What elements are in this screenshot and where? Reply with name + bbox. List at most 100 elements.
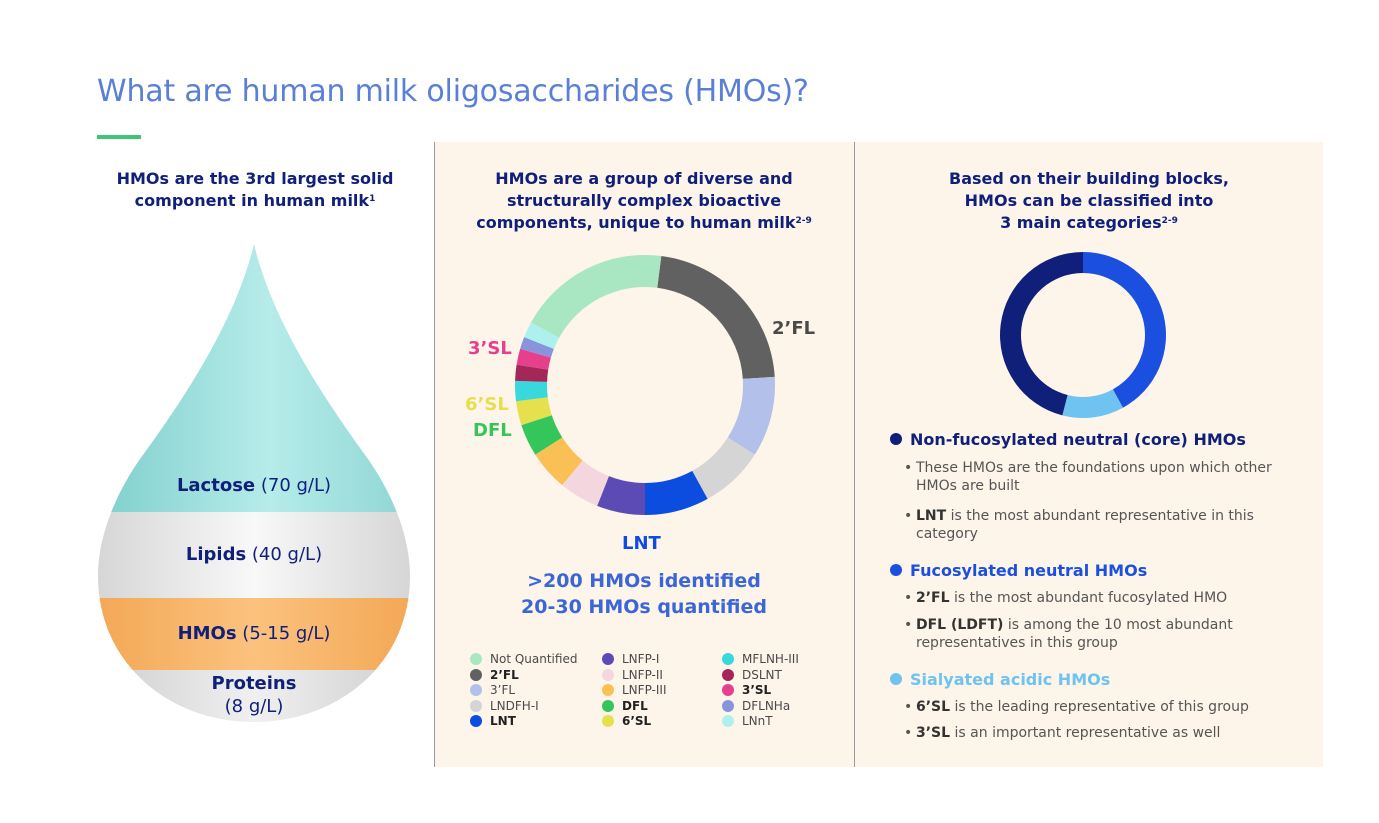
legend-dot-icon bbox=[470, 684, 482, 696]
lactose-layer bbox=[98, 244, 410, 512]
hmos-amount: (5-15 g/L) bbox=[242, 623, 331, 644]
category-title: Non-fucosylated neutral (core) HMOs bbox=[910, 430, 1246, 449]
center-heading-line2: structurally complex bioactive bbox=[506, 191, 782, 210]
proteins-name: Proteins bbox=[211, 673, 297, 694]
legend-dot-icon bbox=[722, 684, 734, 696]
lipids-amount: (40 g/L) bbox=[251, 544, 323, 565]
proteins-label: Proteins (8 g/L) bbox=[98, 672, 410, 718]
category-slice-non-fucosylated-neutral-core-hmos bbox=[1000, 252, 1083, 416]
left-heading-line1: HMOs are the 3rd largest solid bbox=[116, 169, 394, 188]
bullet-6sl: 6’SL is the leading representative of th… bbox=[904, 698, 1286, 716]
slice-label-6sl: 6’SL bbox=[465, 394, 509, 415]
legend-dot-icon bbox=[722, 715, 734, 727]
legend-label: 3’SL bbox=[742, 683, 772, 697]
donut-slice-lndfh-i bbox=[692, 437, 755, 499]
center-heading-sup: 2-9 bbox=[795, 216, 812, 226]
legend-dot-icon bbox=[602, 668, 614, 681]
donut-slice-lnnt bbox=[524, 322, 560, 349]
legend-item-lnt: LNT bbox=[470, 714, 516, 728]
center-heading-line3: components, unique to human milk bbox=[476, 213, 796, 232]
legend-label: LNFP-III bbox=[622, 683, 667, 697]
legend-label: 6’SL bbox=[622, 714, 652, 728]
legend-item-dfl: DFL bbox=[602, 699, 648, 713]
category-title: Fucosylated neutral HMOs bbox=[910, 561, 1148, 580]
legend-label: LNnT bbox=[742, 714, 773, 728]
legend-label: MFLNH-III bbox=[742, 652, 799, 666]
left-heading: HMOs are the 3rd largest solid component… bbox=[90, 168, 420, 212]
divider-left bbox=[434, 142, 435, 767]
donut-slice-lnfp-iii bbox=[535, 437, 583, 486]
slice-label-2fl: 2’FL bbox=[772, 318, 816, 339]
slice-label-3sl: 3’SL bbox=[468, 338, 512, 359]
legend-item-3-fl: 3’FL bbox=[470, 683, 515, 697]
legend-item-lnfp-ii: LNFP-II bbox=[602, 668, 663, 682]
legend-dot-icon bbox=[722, 668, 734, 681]
lactose-amount: (70 g/L) bbox=[260, 475, 332, 496]
legend-item-lnnt: LNnT bbox=[722, 714, 773, 728]
lactose-label: Lactose (70 g/L) bbox=[98, 475, 410, 496]
legend-item-not-quantified: Not Quantified bbox=[470, 652, 577, 666]
lipids-label: Lipids (40 g/L) bbox=[98, 544, 410, 565]
category-sialyated: Sialyated acidic HMOs bbox=[890, 670, 1110, 689]
lipids-layer bbox=[98, 512, 410, 598]
category-dot-icon bbox=[890, 564, 902, 576]
legend-label: LNFP-I bbox=[622, 652, 660, 666]
legend-item-mflnh-iii: MFLNH-III bbox=[722, 652, 799, 666]
right-heading-line1: Based on their building blocks, bbox=[949, 169, 1229, 188]
proteins-amount: (8 g/L) bbox=[224, 696, 284, 717]
lipids-name: Lipids bbox=[185, 544, 247, 565]
legend-item-dslnt: DSLNT bbox=[722, 668, 782, 682]
bullet-lnt-text: is the most abundant representative in t… bbox=[916, 508, 1254, 542]
legend-item-lnfp-i: LNFP-I bbox=[602, 652, 659, 666]
legend-item-dflnha: DFLNHa bbox=[722, 699, 790, 713]
hmos-layer bbox=[98, 598, 410, 670]
legend-item-6-sl: 6’SL bbox=[602, 714, 651, 728]
bullet-3sl-text: is an important representative as well bbox=[950, 725, 1221, 741]
slice-label-dfl: DFL bbox=[473, 420, 512, 441]
hmos-label: HMOs (5-15 g/L) bbox=[98, 623, 410, 644]
bullet-lnt-bold: LNT bbox=[916, 508, 947, 524]
legend-dot-icon bbox=[722, 653, 734, 665]
donut-slice-3-fl bbox=[727, 376, 775, 455]
legend-label: LNFP-II bbox=[622, 667, 663, 682]
donut-slice-3-sl bbox=[516, 348, 551, 370]
category-title: Sialyated acidic HMOs bbox=[910, 670, 1111, 689]
bullet-2fl: 2’FL is the most abundant fucosylated HM… bbox=[904, 589, 1286, 607]
bullet-core-foundation: These HMOs are the foundations upon whic… bbox=[904, 459, 1286, 495]
legend-dot-icon bbox=[602, 715, 614, 727]
stat-identified: >200 HMOs identified bbox=[527, 570, 761, 592]
legend-item-lndfh-i: LNDFH-I bbox=[470, 699, 539, 713]
legend-dot-icon bbox=[470, 668, 482, 681]
category-slice-fucosylated-neutral-hmos bbox=[1083, 252, 1166, 408]
center-heading-line1: HMOs are a group of diverse and bbox=[495, 169, 793, 188]
legend-dot-icon bbox=[602, 699, 614, 712]
donut-slice-dflnha bbox=[520, 337, 554, 358]
legend-dot-icon bbox=[722, 699, 734, 712]
bullet-2fl-bold: 2’FL bbox=[916, 590, 950, 606]
donut-slice-dslnt bbox=[515, 364, 549, 382]
center-panel bbox=[434, 142, 854, 767]
donut-slice-lnfp-ii bbox=[562, 460, 609, 506]
stat-quantified: 20-30 HMOs quantified bbox=[521, 596, 767, 618]
donut-slice-not-quantified bbox=[531, 255, 662, 338]
legend-label: LNDFH-I bbox=[490, 698, 539, 713]
bullet-dfl: DFL (LDFT) is among the 10 most abundant… bbox=[904, 616, 1286, 652]
slice-label-lnt: LNT bbox=[622, 533, 661, 554]
legend-item-3-sl: 3’SL bbox=[722, 683, 771, 697]
legend-label: DFLNHa bbox=[742, 698, 791, 713]
bullet-6sl-text: is the leading representative of this gr… bbox=[950, 699, 1249, 715]
legend-dot-icon bbox=[470, 699, 482, 712]
bullet-dfl-bold: DFL (LDFT) bbox=[916, 617, 1004, 633]
legend-item-lnfp-iii: LNFP-III bbox=[602, 683, 666, 697]
bullet-2fl-text: is the most abundant fucosylated HMO bbox=[949, 590, 1228, 606]
right-heading-line3: 3 main categories bbox=[1000, 213, 1162, 232]
donut-slice-mflnh-iii bbox=[515, 380, 548, 402]
hmo-donut-chart bbox=[515, 255, 775, 515]
divider-right bbox=[854, 142, 855, 767]
legend-dot-icon bbox=[602, 684, 614, 696]
bullet-3sl: 3’SL is an important representative as w… bbox=[904, 724, 1286, 742]
page-title: What are human milk oligosaccharides (HM… bbox=[97, 74, 809, 109]
right-panel bbox=[855, 142, 1323, 767]
left-heading-line2: component in human milk bbox=[134, 191, 370, 210]
legend-label: LNT bbox=[490, 714, 516, 728]
